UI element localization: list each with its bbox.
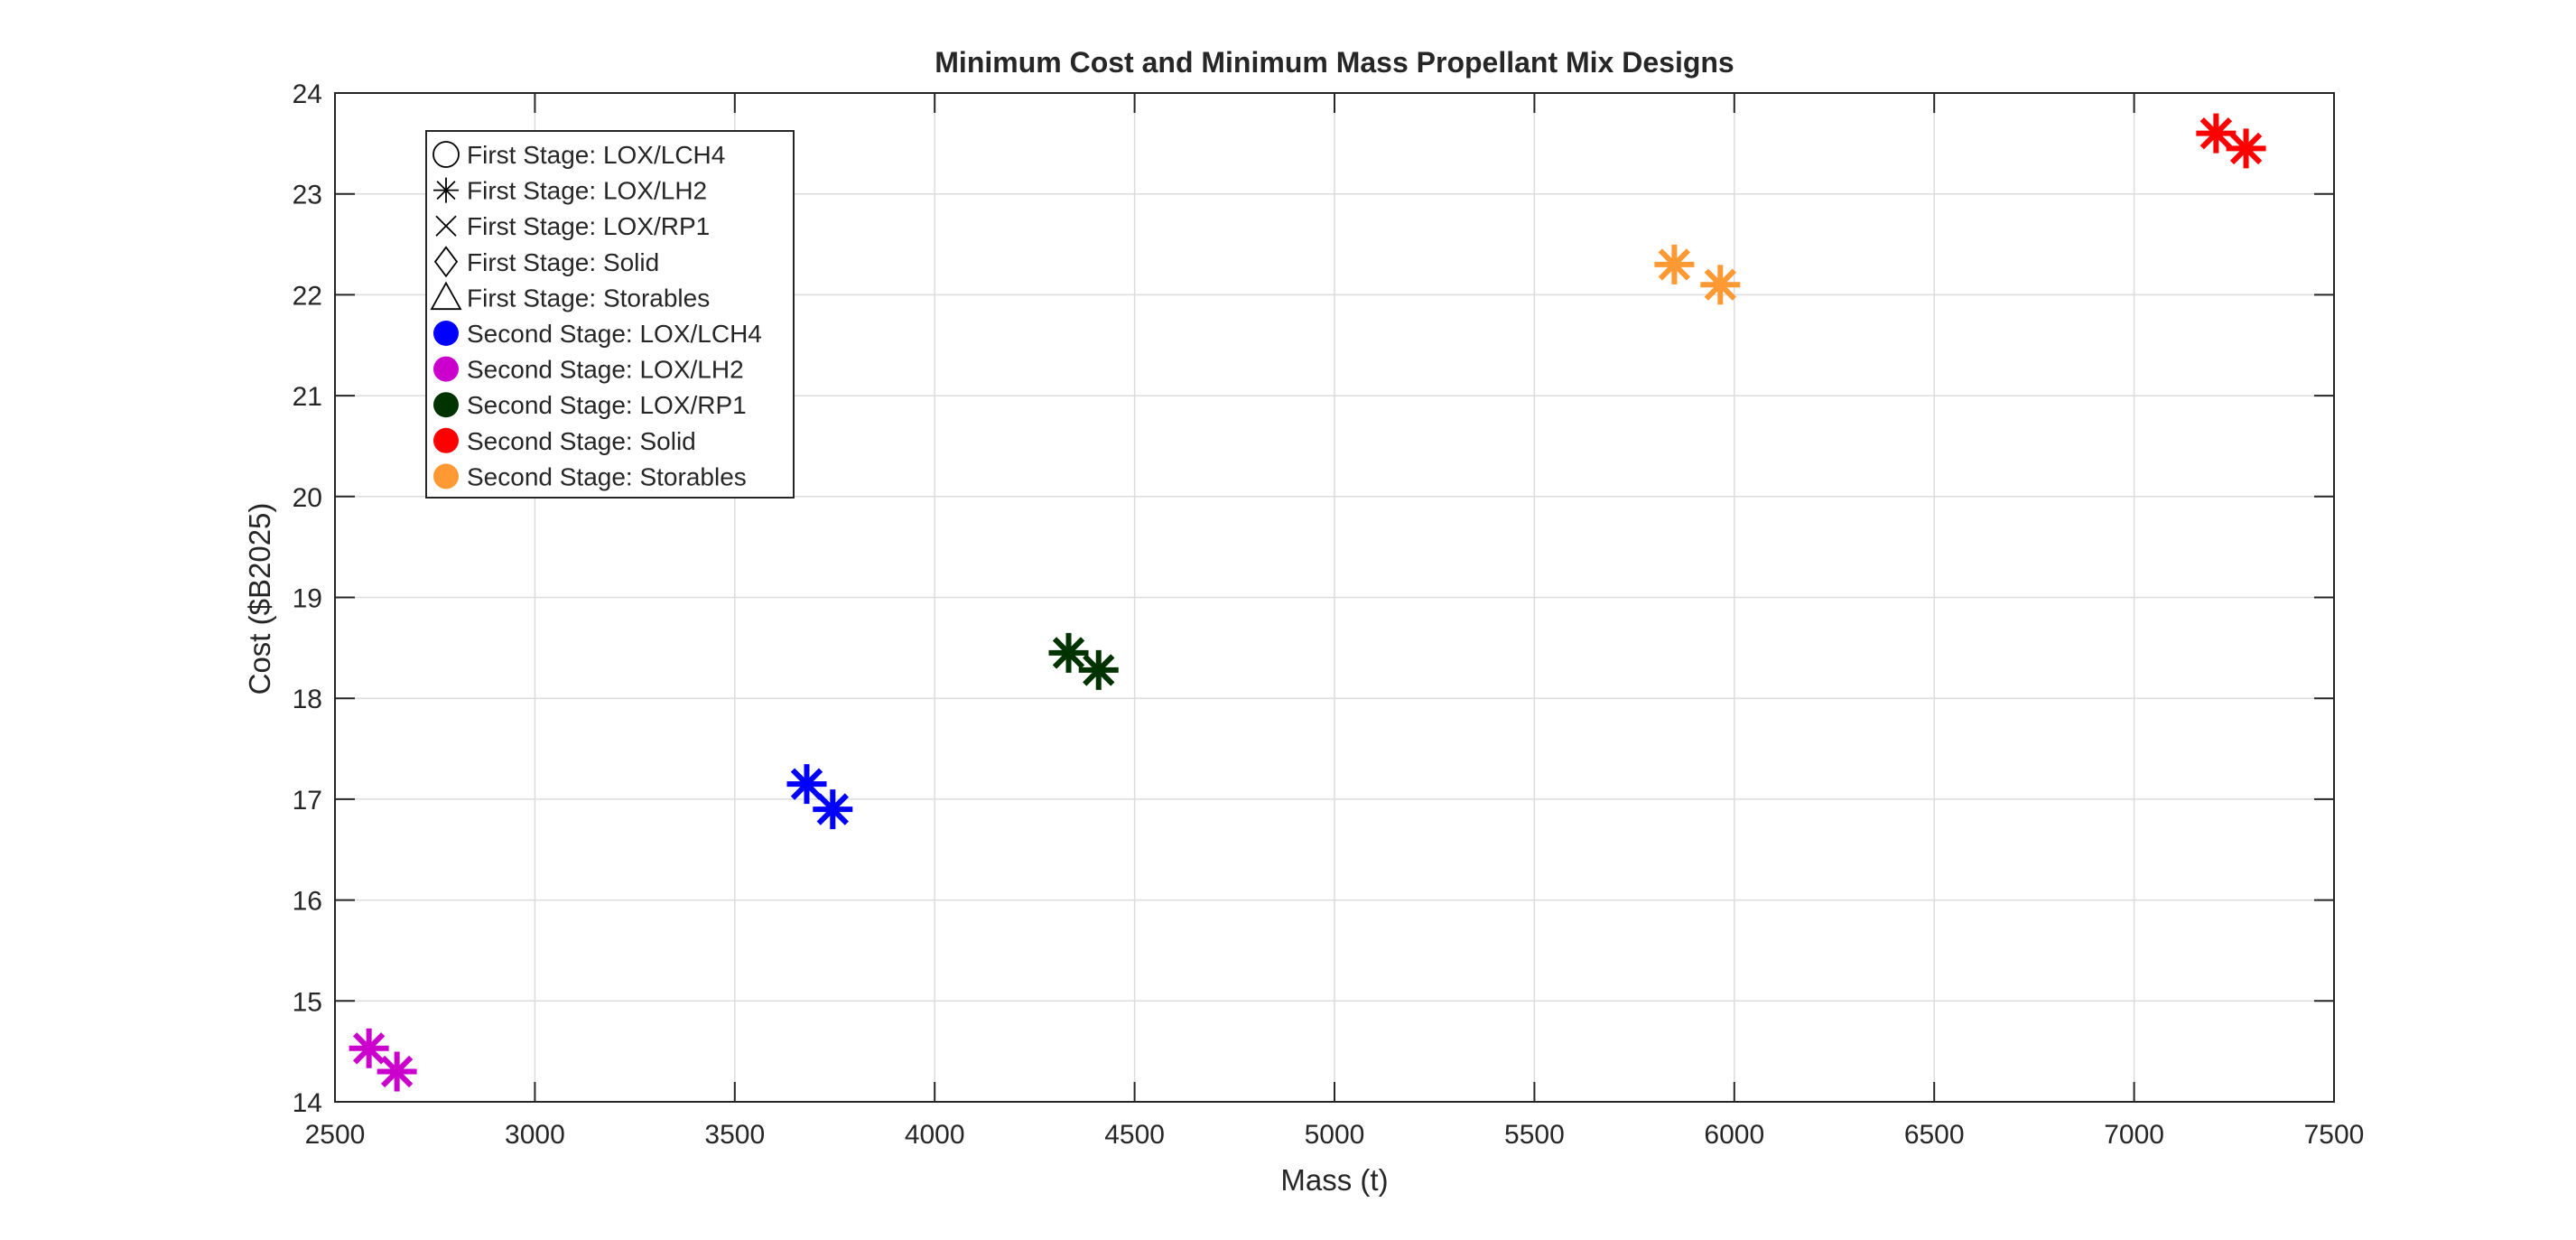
legend-entry: First Stage: Storables [430,281,710,312]
data-point-asterisk [786,764,827,805]
y-tick-label: 16 [293,887,322,917]
legend-label: Second Stage: LOX/LCH4 [467,320,762,348]
legend-entry: Second Stage: Storables [433,462,747,490]
legend-label: Second Stage: LOX/LH2 [467,356,744,384]
data-point-asterisk [377,1051,417,1092]
legend-entry: Second Stage: Solid [433,427,696,455]
data-points [349,113,2266,1092]
legend-entry: Second Stage: LOX/LH2 [433,356,744,384]
y-tick-label: 18 [293,685,322,714]
legend-triangle-marker [430,281,462,311]
legend-dot-marker [433,427,459,453]
legend: First Stage: LOX/LCH4 First Stage: LOX/LH… [425,130,795,499]
x-tick-label: 5500 [1504,1120,1565,1150]
legend-x-marker [435,215,457,237]
x-tick-label: 4500 [1104,1120,1165,1150]
x-tick-label: 6000 [1704,1120,1764,1150]
y-tick-label: 17 [293,786,322,816]
y-tick-label: 19 [293,584,322,614]
legend-dot-marker [433,321,459,346]
data-point-asterisk [813,789,853,830]
y-tick-label: 22 [293,281,322,311]
legend-label: First Stage: LOX/LH2 [467,177,707,205]
legend-label: First Stage: LOX/LCH4 [467,141,725,169]
data-point-asterisk [2196,113,2237,154]
x-tick-label: 7500 [2304,1120,2365,1150]
legend-dot-marker [433,356,459,382]
x-tick-label: 7000 [2104,1120,2164,1150]
y-tick-label: 15 [293,987,322,1017]
legend-entry: Second Stage: LOX/LCH4 [433,320,762,348]
data-point-asterisk [349,1028,389,1068]
x-tick-label: 5000 [1305,1120,1365,1150]
y-tick-label: 21 [293,382,322,412]
x-axis-label: Mass (t) [1280,1163,1388,1197]
y-tick-label: 23 [293,181,322,210]
legend-dot-marker [433,463,459,489]
data-point-asterisk [2226,128,2266,169]
x-tick-label: 3000 [505,1120,565,1150]
legend-entry: First Stage: LOX/LH2 [433,177,707,205]
x-tick-label: 3500 [704,1120,765,1150]
legend-diamond-marker [433,246,459,278]
x-tick-label: 2500 [305,1120,366,1150]
axis-ticks: 2500 3000 3500 4000 4500 5000 5500 6000 6500 7000… [293,79,2365,1150]
legend-entry: First Stage: LOX/RP1 [435,212,710,240]
legend-items: First Stage: LOX/LCH4 First Stage: LOX/LH… [430,141,762,490]
data-point-asterisk [1078,649,1119,690]
legend-label: First Stage: Solid [467,248,659,276]
data-point-asterisk [1654,244,1695,284]
legend-asterisk-marker [433,177,459,203]
data-point-asterisk [1700,265,1741,305]
legend-entry: Second Stage: LOX/RP1 [433,391,747,419]
legend-box [425,130,795,499]
legend-dot-marker [433,392,459,418]
y-axis-label: Cost ($B2025) [243,503,276,695]
legend-circle-marker [432,141,460,168]
legend-label: Second Stage: Storables [467,462,747,490]
legend-label: Second Stage: LOX/RP1 [467,391,747,419]
y-tick-label: 20 [293,483,322,513]
legend-label: First Stage: LOX/RP1 [467,212,710,240]
legend-label: First Stage: Storables [467,284,710,312]
x-tick-label: 6500 [1904,1120,1965,1150]
legend-entry: First Stage: LOX/LCH4 [432,141,725,169]
data-point-asterisk [1048,632,1089,673]
legend-entry: First Stage: Solid [433,246,659,278]
y-tick-label: 14 [293,1088,322,1118]
y-tick-label: 24 [293,79,322,109]
x-tick-label: 4000 [905,1120,965,1150]
legend-label: Second Stage: Solid [467,427,696,455]
chart-title: Minimum Cost and Minimum Mass Propellant… [935,46,1734,79]
